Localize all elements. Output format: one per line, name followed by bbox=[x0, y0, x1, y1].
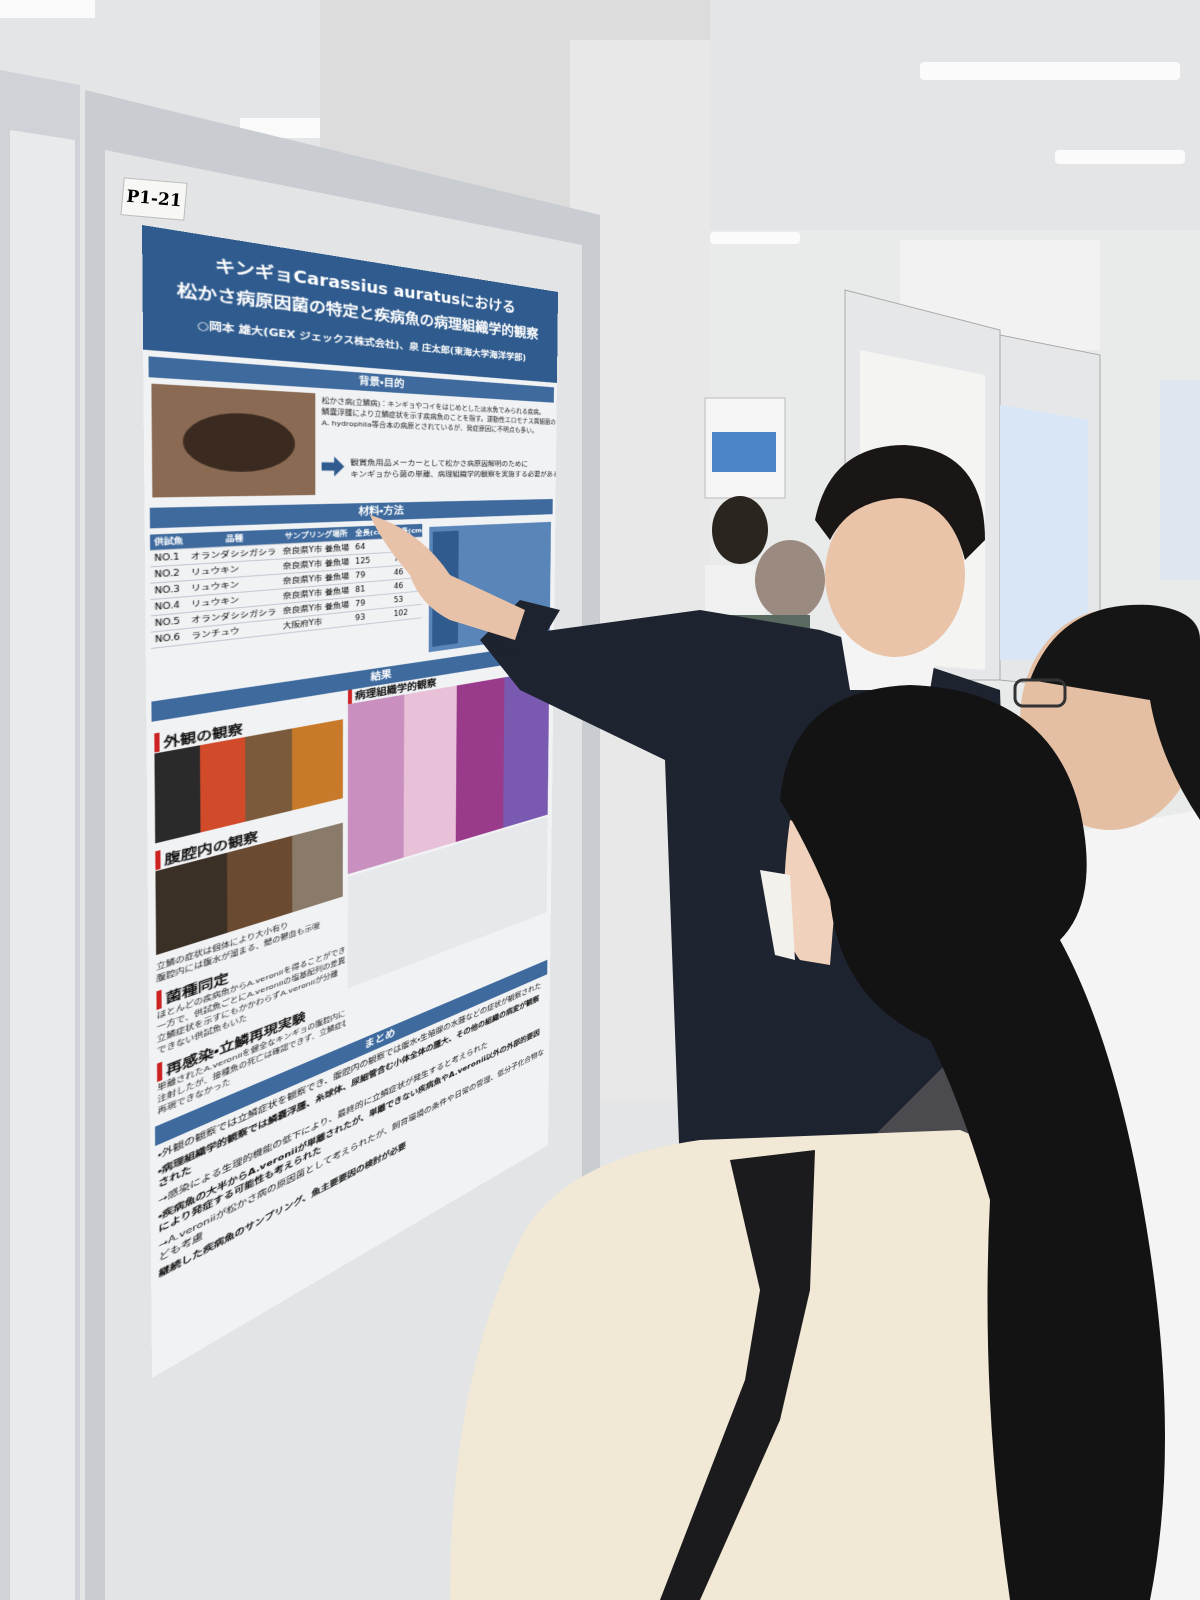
backpack-strap bbox=[660, 1150, 815, 1600]
sleeve bbox=[480, 600, 560, 660]
side-poster bbox=[1000, 405, 1088, 660]
hair bbox=[780, 685, 1165, 1600]
distant-poster bbox=[712, 432, 776, 472]
ceiling-light bbox=[1055, 150, 1185, 164]
left-board-face bbox=[10, 130, 75, 1600]
mask bbox=[760, 870, 795, 960]
person-head bbox=[712, 496, 768, 564]
hand bbox=[370, 515, 525, 640]
hair bbox=[1030, 604, 1200, 820]
ceiling-light bbox=[920, 62, 1180, 80]
woman-visitor bbox=[450, 685, 1165, 1600]
person-head bbox=[755, 540, 825, 620]
side-poster bbox=[1160, 380, 1200, 580]
hair bbox=[815, 445, 985, 560]
face bbox=[825, 493, 965, 657]
ceiling-light bbox=[710, 232, 800, 244]
ceiling-light bbox=[0, 0, 95, 18]
glasses bbox=[1013, 678, 1067, 708]
